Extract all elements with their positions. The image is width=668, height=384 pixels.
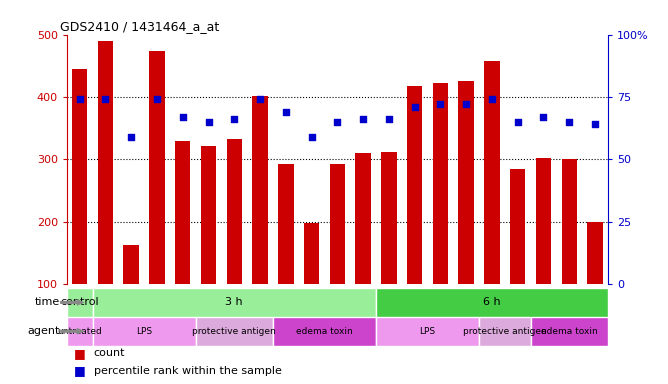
Point	[512, 119, 523, 125]
Bar	[149, 51, 165, 284]
Point	[281, 109, 291, 115]
Bar	[433, 83, 448, 284]
Text: time: time	[35, 297, 60, 308]
Bar	[536, 158, 551, 284]
Bar	[458, 81, 474, 284]
Point	[564, 119, 574, 125]
Point	[332, 119, 343, 125]
Text: edema toxin: edema toxin	[541, 327, 598, 336]
Bar	[124, 245, 139, 284]
Text: agent: agent	[28, 326, 60, 336]
Bar	[278, 164, 293, 284]
Text: percentile rank within the sample: percentile rank within the sample	[94, 366, 281, 376]
Point	[306, 134, 317, 140]
Point	[255, 96, 265, 103]
Bar	[175, 141, 190, 284]
Point	[435, 101, 446, 108]
Point	[538, 114, 549, 120]
Bar	[67, 288, 93, 317]
Bar	[72, 69, 88, 284]
Point	[152, 96, 162, 103]
Bar	[381, 152, 397, 284]
Bar	[530, 317, 608, 346]
Bar	[407, 86, 422, 284]
Text: ■: ■	[73, 347, 86, 360]
Bar	[226, 139, 242, 284]
Bar	[329, 164, 345, 284]
Point	[100, 96, 111, 103]
Point	[486, 96, 497, 103]
Text: 6 h: 6 h	[483, 297, 501, 308]
Text: LPS: LPS	[136, 327, 152, 336]
Bar	[355, 153, 371, 284]
Bar	[510, 169, 526, 284]
Point	[126, 134, 136, 140]
Text: GDS2410 / 1431464_a_at: GDS2410 / 1431464_a_at	[60, 20, 219, 33]
Bar	[201, 146, 216, 284]
Point	[229, 116, 240, 122]
Bar	[484, 61, 500, 284]
Point	[358, 116, 369, 122]
Bar	[93, 288, 376, 317]
Bar	[587, 222, 603, 284]
Bar	[273, 317, 376, 346]
Text: ■: ■	[73, 364, 86, 377]
Bar	[98, 41, 113, 284]
Text: LPS: LPS	[420, 327, 436, 336]
Text: edema toxin: edema toxin	[296, 327, 353, 336]
Point	[178, 114, 188, 120]
Text: control: control	[60, 297, 99, 308]
Bar	[67, 317, 93, 346]
Bar	[376, 288, 608, 317]
Bar	[562, 159, 577, 284]
Point	[461, 101, 472, 108]
Point	[409, 104, 420, 110]
Point	[203, 119, 214, 125]
Bar	[376, 317, 479, 346]
Bar	[196, 317, 273, 346]
Text: 3 h: 3 h	[226, 297, 243, 308]
Bar	[253, 96, 268, 284]
Point	[74, 96, 85, 103]
Point	[590, 121, 601, 127]
Text: protective antigen: protective antigen	[192, 327, 276, 336]
Text: protective antigen: protective antigen	[463, 327, 546, 336]
Text: count: count	[94, 348, 125, 358]
Bar	[304, 223, 319, 284]
Point	[383, 116, 394, 122]
Bar	[479, 317, 530, 346]
Bar	[93, 317, 196, 346]
Text: untreated: untreated	[57, 327, 102, 336]
